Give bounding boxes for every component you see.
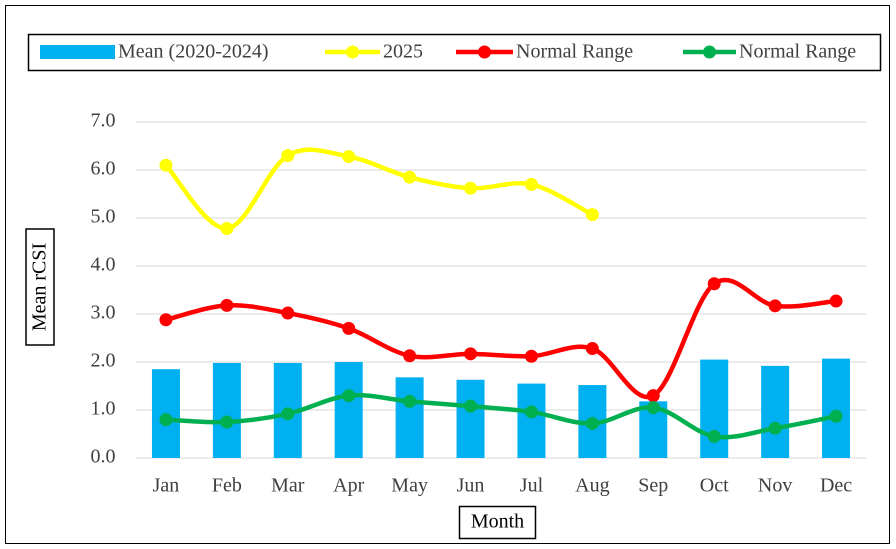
bar [334,362,363,458]
legend-box [27,33,882,72]
point [403,394,417,408]
x-tick-label: Jan [153,475,180,497]
point [220,298,234,312]
point [281,407,295,421]
y-axis-title: Mean rCSI [29,243,51,331]
x-tick-label: Dec [820,475,852,497]
point [464,399,478,413]
point [159,158,173,172]
x-axis-title: Month [471,511,524,533]
point [768,421,782,435]
legend-label: Normal Range [516,41,633,63]
point [829,409,843,423]
chart-border [5,5,890,544]
bar [822,358,851,458]
y-tick-label: 5.0 [91,206,116,228]
y-tick-label: 4.0 [91,254,116,276]
point [585,208,599,222]
x-tick-label: Mar [271,475,305,497]
point [342,150,356,164]
legend-swatch [40,45,115,59]
y-tick-label: 6.0 [91,158,116,180]
bar [761,365,790,458]
x-tick-label: Jun [457,475,485,497]
x-tick-label: Nov [758,475,792,497]
point [768,299,782,313]
point [342,389,356,403]
point [524,405,538,419]
y-axis-title-group: Mean rCSI [25,228,55,346]
point [281,149,295,163]
x-tick-label: Jul [520,475,544,497]
point [646,401,660,415]
y-tick-label: 7.0 [91,110,116,132]
legend-label: Normal Range [739,41,856,63]
point [707,277,721,291]
point [524,177,538,191]
y-tick-label: 1.0 [91,398,116,420]
legend-label: 2025 [383,41,423,63]
point [646,389,660,403]
bar [517,383,546,458]
x-tick-label: Feb [212,475,242,497]
legend-marker [346,45,359,59]
point [342,321,356,335]
x-axis-title-box [458,505,537,540]
y-tick-label: 0.0 [91,446,116,468]
point [403,349,417,363]
bar [700,359,729,458]
x-tick-label: Oct [700,475,729,497]
point [281,306,295,320]
point [707,429,721,443]
point [159,413,173,427]
legend-marker [703,45,716,59]
point [585,416,599,430]
x-tick-label: Apr [333,475,364,497]
point [159,313,173,327]
y-tick-label: 2.0 [91,350,116,372]
point [403,170,417,184]
bar [212,362,241,458]
point [524,349,538,363]
point [220,222,234,236]
point [464,181,478,195]
point [464,347,478,361]
x-tick-label: Sep [638,475,668,497]
legend-label: Mean (2020-2024) [118,41,269,63]
x-tick-label: May [391,475,428,497]
bar [456,379,485,458]
y-tick-label: 3.0 [91,302,116,324]
x-tick-label: Aug [575,475,609,497]
y-axis-title-box [25,228,55,346]
point [829,294,843,308]
point [585,342,599,356]
legend-marker [478,45,491,59]
bar [395,377,424,458]
point [220,415,234,429]
